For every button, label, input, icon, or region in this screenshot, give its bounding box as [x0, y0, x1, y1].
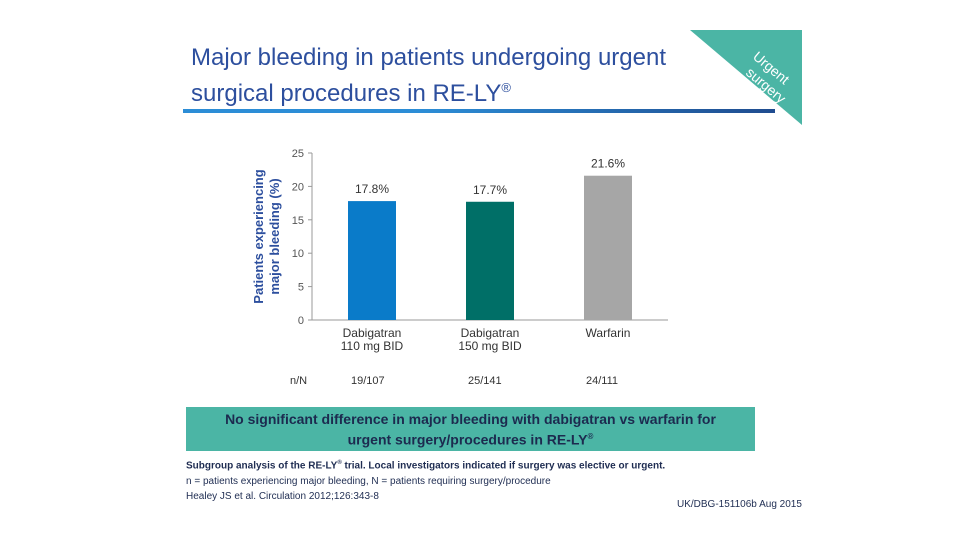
category-label-3: Warfarin — [586, 326, 631, 340]
bar-3 — [584, 175, 632, 320]
title-line-1: Major bleeding in patients undergoing ur… — [191, 44, 666, 71]
category-label-1: Dabigatran — [343, 326, 402, 340]
banner-registered-mark: ® — [587, 431, 594, 441]
banner-line-2: urgent surgery/procedures in RE-LY — [347, 431, 588, 448]
y-tick-label: 20 — [292, 181, 304, 193]
footnote-citation: Healey JS et al. Circulation 2012;126:34… — [186, 491, 379, 502]
corner-tag: Urgent surgery — [690, 30, 802, 125]
banner-line-1: No significant difference in major bleed… — [225, 410, 716, 427]
y-axis-label-line-1: Patients experiencing — [251, 169, 266, 303]
registered-mark: ® — [501, 80, 511, 95]
category-label-2: Dabigatran — [461, 326, 520, 340]
y-tick-label: 0 — [298, 315, 304, 327]
title-rule — [183, 109, 775, 113]
bar-1 — [348, 201, 396, 320]
page-title: Major bleeding in patients undergoing ur… — [191, 43, 711, 109]
n-label: n/N — [290, 375, 308, 387]
title-line-2: surgical procedures in RE-LY — [191, 80, 502, 107]
y-tick-label: 25 — [292, 148, 304, 160]
footnote-subgroup: Subgroup analysis of the RE-LY® trial. L… — [186, 460, 666, 472]
n-value-dabigatran-150: 25/141 — [468, 375, 502, 387]
bar-chart: 0 5 10 15 20 25 Patients experiencing major ble… — [251, 148, 668, 353]
n-value-warfarin: 24/111 — [586, 375, 619, 387]
category-label-1: 110 mg BID — [341, 339, 404, 353]
category-label-2: 150 mg BID — [458, 339, 522, 353]
data-label-3: 21.6% — [591, 157, 625, 171]
footnote-definitions: n = patients experiencing major bleeding… — [186, 476, 551, 487]
data-label-1: 17.8% — [355, 182, 389, 196]
y-tick-label: 5 — [298, 282, 304, 294]
y-tick-label: 15 — [292, 215, 304, 227]
conclusion-banner: No significant difference in major bleed… — [186, 407, 755, 451]
data-label-2: 17.7% — [473, 183, 507, 197]
n-value-dabigatran-110: 19/107 — [351, 375, 385, 387]
bar-2 — [466, 201, 514, 320]
reference-code: UK/DBG-151106b Aug 2015 — [677, 499, 802, 510]
y-axis-label-line-2: major bleeding (%) — [267, 178, 282, 294]
y-tick-label: 10 — [292, 248, 304, 260]
